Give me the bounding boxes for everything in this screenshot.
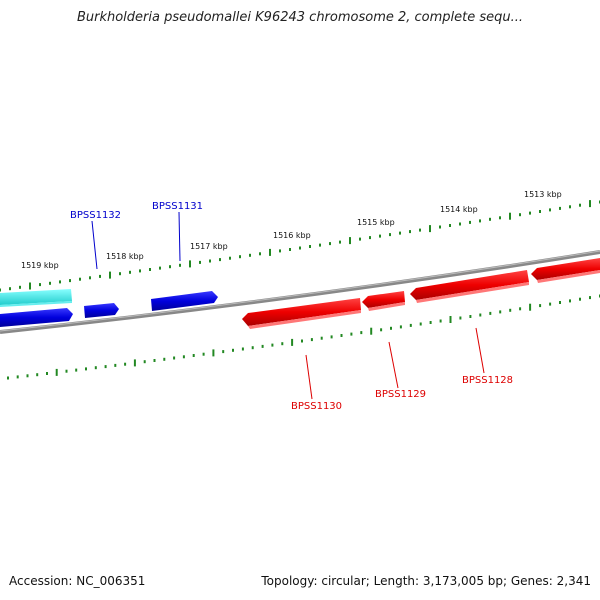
scale-label: 1515 kbp (357, 218, 395, 227)
gene-label-BPSS1130[interactable]: BPSS1130 (291, 401, 342, 412)
gene-label-BPSS1132[interactable]: BPSS1132 (70, 210, 121, 221)
scale-label: 1517 kbp (190, 242, 228, 251)
genome-backbone (0, 250, 600, 334)
scale-label: 1516 kbp (273, 231, 311, 240)
scale-label: 1513 kbp (524, 190, 562, 199)
inner-scale-ring (7, 294, 600, 380)
gene-arrow-forward[interactable] (84, 303, 119, 318)
label-leader-line (305, 354, 313, 400)
gene-arrow-BPSS1130[interactable] (242, 298, 361, 326)
scale-label: 1518 kbp (106, 252, 144, 261)
gene-arrow-BPSS1129[interactable] (362, 291, 405, 308)
label-leader-line (91, 220, 98, 270)
gene-label-BPSS1131[interactable]: BPSS1131 (152, 201, 203, 212)
outer-scale-ring (0, 200, 600, 292)
gene-arrow-forward[interactable] (0, 308, 73, 327)
scale-label: 1514 kbp (440, 205, 478, 214)
gene-label-BPSS1129[interactable]: BPSS1129 (375, 389, 426, 400)
genome-summary: Topology: circular; Length: 3,173,005 bp… (261, 574, 591, 588)
gene-label-BPSS1128[interactable]: BPSS1128 (462, 375, 513, 386)
label-leader-line (178, 211, 181, 262)
genome-backbone-highlight (0, 250, 600, 332)
scale-label: 1519 kbp (21, 261, 59, 270)
gene-arrow-reverse[interactable] (531, 258, 600, 280)
feature-cyan[interactable] (0, 289, 72, 305)
label-leader-line (475, 327, 485, 374)
map-title: Burkholderia pseudomallei K96243 chromos… (76, 10, 524, 25)
gene-arrow-BPSS1131[interactable] (151, 291, 218, 311)
gene-arrow-BPSS1128[interactable] (410, 270, 529, 300)
accession-label: Accession: NC_006351 (9, 574, 146, 588)
label-leader-line (388, 341, 399, 389)
